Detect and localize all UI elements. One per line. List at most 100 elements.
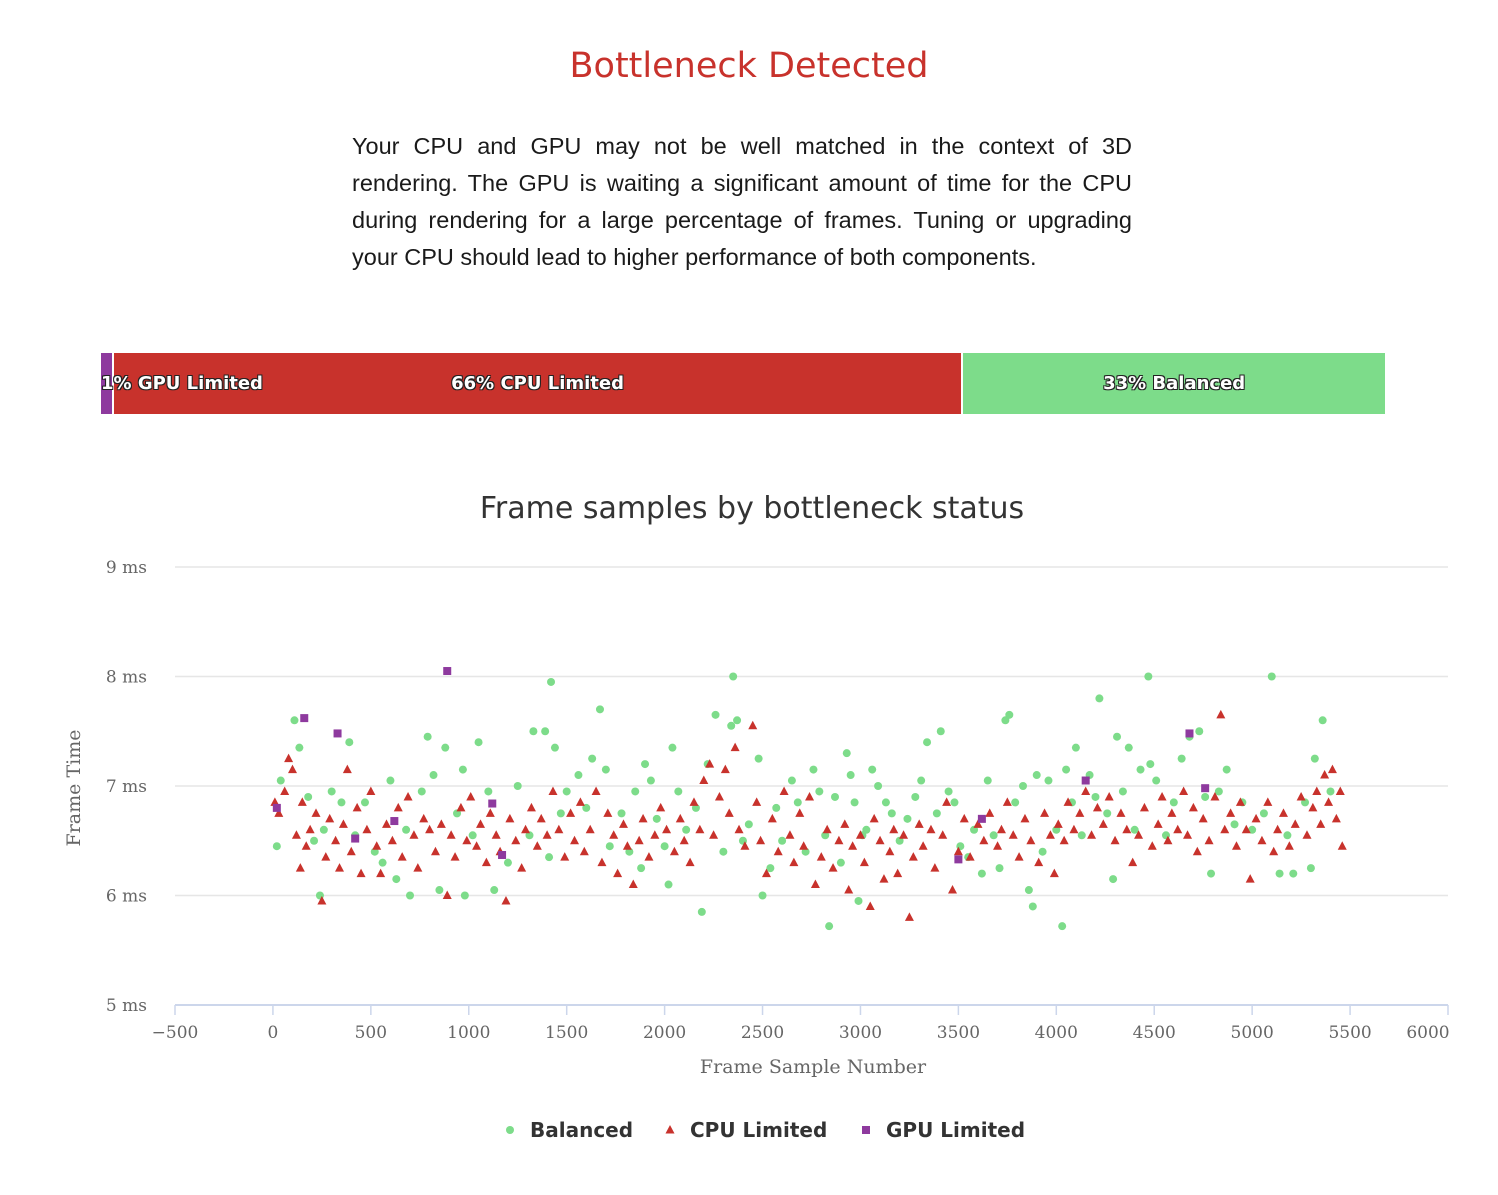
cpu-limited-point [869,813,879,823]
cpu-limited-point [1269,846,1279,856]
balanced-point [337,798,346,807]
cpu-limited-point [840,819,850,828]
cpu-limited-point [382,819,392,828]
cpu-limited-point [1226,808,1236,817]
cpu-limited-point [1327,764,1337,774]
balanced-point [295,743,304,752]
cpu-limited-point [1014,852,1024,861]
cpu-limited-point [436,819,446,828]
balanced-point [417,787,426,796]
balanced-point [1058,922,1067,931]
balanced-point [562,787,571,796]
cpu-limited-point [491,830,501,839]
balanced-segment: 33% Balanced [961,353,1385,414]
balanced-point [1136,765,1145,774]
cpu-limited-point [284,753,294,763]
balanced-point [787,776,796,785]
frame-samples-scatter-chart: Frame samples by bottleneck status 5 ms 6… [63,491,1450,1142]
cpu-limited-point [1324,797,1334,806]
legend-item-gpu-limited: GPU Limited [862,1118,1025,1142]
gpu-limited-point [1185,729,1194,738]
balanced-point [1095,694,1104,703]
balanced-point [1109,875,1118,884]
cpu-limited-point [795,808,805,817]
balanced-label: 33% Balanced [1103,373,1246,394]
cpu-limited-point [904,912,914,921]
cpu-limited-point [352,802,362,812]
cpu-limited-point [295,863,305,872]
cpu-limited-point [305,824,315,834]
cpu-limited-point [291,830,301,839]
cpu-limited-point [570,835,580,845]
cpu-limited-point [720,764,730,774]
balanced-point [631,787,640,796]
balanced-point [1318,716,1327,725]
balanced-point [825,922,834,931]
cpu-limited-point [953,846,963,856]
cpu-limited-point [1183,830,1193,839]
cpu-limited-point [618,819,628,828]
cpu-limited-point [1128,857,1138,867]
chart-points [270,667,1347,931]
balanced-point [809,765,818,774]
gpu-limited-point [333,729,342,738]
cpu-limited-point [603,808,613,817]
cpu-limited-point [393,802,403,812]
cpu-limited-point [362,824,372,834]
gpu-limited-point [498,850,507,859]
x-tick-label: 2000 [643,1023,686,1043]
cpu-limited-point [554,824,564,834]
balanced-point [272,842,281,851]
balanced-point [1024,886,1033,895]
cpu-limited-point [834,835,844,845]
cpu-limited-point [1034,857,1044,867]
chart-gridlines [175,566,1448,897]
cpu-limited-point [756,835,766,845]
balanced-point [652,814,661,823]
cpu-limited-point [536,813,546,823]
balanced-point [660,842,669,851]
balanced-point [754,754,763,763]
balanced-point [423,732,432,741]
cpu-limited-point [634,835,644,845]
cpu-limited-point [865,901,875,910]
cpu-limited-point [644,852,654,861]
x-tick-label: 5000 [1231,1023,1274,1043]
balanced-point [529,727,538,736]
balanced-point [668,743,677,752]
balanced-point [815,787,824,796]
cpu-limited-point [376,868,386,878]
page-title: Bottleneck Detected [569,46,929,86]
balanced-point [1283,831,1292,840]
balanced-point [641,760,650,769]
cpu-limited-point [342,764,352,774]
cpu-limited-point [1273,824,1283,834]
cpu-limited-point [485,808,495,817]
balanced-point [513,782,522,790]
cpu-limited-point [585,824,595,834]
cpu-limited-point [356,868,366,878]
cpu-limited-point [1122,824,1132,834]
cpu-limited-point [789,857,799,867]
cpu-limited-point [779,786,789,795]
balanced-point [1146,760,1155,769]
cpu-limited-point [675,813,685,823]
balanced-point [1124,743,1133,752]
cpu-limited-point [511,835,521,845]
balanced-point [1326,787,1335,796]
legend-label: GPU Limited [886,1118,1025,1142]
cpu-limited-point [930,863,940,872]
balanced-point [601,765,610,774]
balanced-point [595,705,604,714]
x-tick-label: 3500 [937,1023,980,1043]
cpu-limited-point [430,846,440,856]
cpu-limited-point [1320,770,1330,779]
cpu-limited-point [288,764,298,774]
balanced-point [868,765,877,774]
balanced-point [1222,765,1231,774]
cpu-limited-point [575,797,585,806]
legend-marker [862,1126,870,1134]
cpu-limited-point [695,824,705,834]
balanced-point [1062,765,1071,774]
legend-item-cpu-limited: CPU Limited [665,1118,827,1142]
